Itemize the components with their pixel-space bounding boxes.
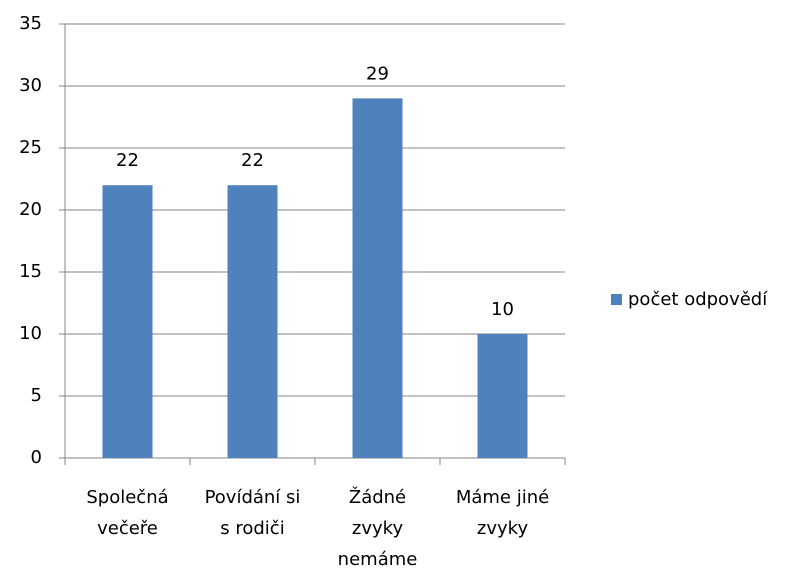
y-tick-label: 10	[19, 323, 42, 344]
legend-swatch	[611, 294, 622, 305]
legend-label: počet odpovědí	[628, 289, 768, 310]
y-tick-label: 5	[31, 385, 42, 406]
data-label: 29	[366, 63, 389, 84]
y-tick-label: 30	[19, 75, 42, 96]
x-tick-label: nemáme	[338, 549, 418, 570]
y-tick-label: 20	[19, 199, 42, 220]
x-tick-label: Povídání si	[205, 487, 301, 508]
x-tick-label: zvyky	[477, 518, 529, 539]
y-tick-label: 35	[19, 13, 42, 34]
data-label: 10	[491, 299, 514, 320]
x-tick-label: s rodiči	[220, 518, 284, 539]
x-tick-label: Společná	[86, 487, 168, 508]
data-label: 22	[241, 150, 264, 171]
y-tick-label: 0	[31, 447, 42, 468]
data-label: 22	[116, 150, 139, 171]
y-tick-label: 25	[19, 137, 42, 158]
bar	[102, 185, 153, 458]
x-tick-label: Máme jiné	[456, 487, 549, 508]
x-tick-label: večeře	[97, 518, 158, 539]
y-tick-label: 15	[19, 261, 42, 282]
bar	[227, 185, 278, 458]
x-tick-label: zvyky	[352, 518, 404, 539]
bar	[477, 334, 528, 458]
x-tick-label: Žádné	[349, 486, 406, 508]
bar	[352, 98, 403, 459]
